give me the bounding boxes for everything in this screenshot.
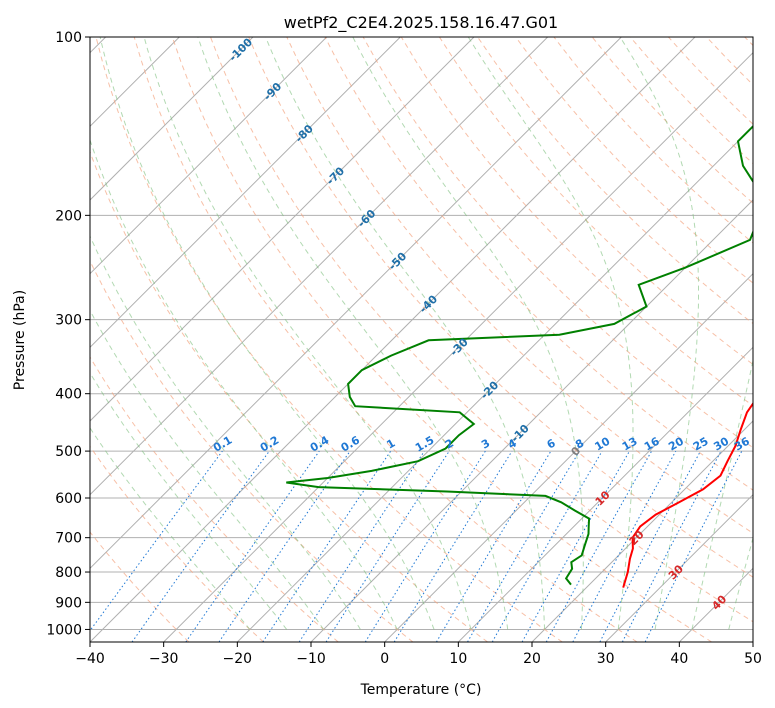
mixing-ratio-line [599, 450, 701, 642]
x-tick-label: −20 [223, 651, 253, 667]
mixing-ratio-label: 3 [479, 437, 492, 452]
moist-adiabat [691, 358, 753, 630]
background-lines [90, 37, 753, 642]
moist-adiabat [467, 37, 634, 630]
mixing-ratio-line [325, 450, 450, 642]
dry-adiabat [515, 37, 753, 284]
y-tick-label: 900 [55, 595, 82, 611]
moist-adiabat [197, 37, 509, 630]
x-tick-label: 40 [670, 651, 688, 667]
moist-adiabat [90, 371, 288, 630]
y-tick-label: 800 [55, 565, 82, 581]
dry-adiabat [90, 259, 414, 642]
mixing-ratio-line [545, 450, 653, 642]
mixing-ratio-line [364, 450, 486, 642]
y-axis-label: Pressure (hPa) [12, 290, 28, 390]
moist-adiabat [352, 37, 584, 630]
plot-frame [89, 36, 754, 643]
x-tick-label: −30 [149, 651, 179, 667]
dry-adiabat [90, 531, 190, 642]
isotherm-line [90, 37, 622, 570]
dry-adiabat [248, 37, 753, 578]
mixing-ratio-line [90, 450, 223, 632]
isotherm-line [752, 641, 753, 642]
x-tick-label: 0 [380, 651, 389, 667]
mixing-ratio-line [521, 450, 630, 642]
isotherm-line [90, 37, 254, 201]
y-tick-label: 600 [55, 491, 82, 507]
x-tick-label: 50 [744, 651, 762, 667]
mixing-ratio-line [435, 450, 552, 642]
dry-adiabat [210, 37, 753, 623]
x-tick-label: 10 [449, 651, 467, 667]
x-tick-label: −40 [75, 651, 105, 667]
mixing-ratio-line [393, 450, 513, 642]
y-tick-label: 200 [55, 208, 82, 224]
mixing-ratio-line [185, 450, 320, 642]
x-axis-label: Temperature (°C) [360, 682, 482, 698]
dry-adiabat [706, 37, 753, 86]
moist-adiabat [728, 536, 753, 630]
x-tick-label: 20 [523, 651, 541, 667]
isotherm-line [90, 37, 328, 275]
isotherm-line [90, 37, 549, 496]
isotherm-line [605, 493, 753, 642]
isotherm-line [678, 567, 753, 642]
isotherm-line [90, 37, 475, 422]
x-tick-label: 30 [597, 651, 615, 667]
isotherm-line [384, 272, 753, 642]
line-labels: 0.1 0.2 0.4 0.6 1 1.5 2 3 4 6 8 10 13 16 20 25 30 36-100-… [211, 35, 752, 613]
moist-adiabat [90, 235, 361, 630]
dry-adiabat [133, 37, 638, 642]
dry-adiabat [95, 37, 563, 642]
temperature-profile [622, 401, 753, 588]
x-tick-label: −10 [296, 651, 326, 667]
moist-adiabat [99, 37, 435, 630]
dry-adiabat [90, 445, 264, 642]
chart-title: wetPf2_C2E4.2025.158.16.47.G01 [284, 13, 558, 33]
isotherm-line [90, 37, 401, 349]
y-tick-label: 400 [55, 387, 82, 403]
moist-adiabat [90, 427, 251, 630]
moist-adiabat [90, 138, 398, 630]
moist-adiabat [619, 37, 699, 630]
dewpoint-profile [286, 124, 753, 586]
mixing-ratio-label: 6 [545, 436, 558, 451]
isotherm-line [457, 346, 753, 642]
dry-adiabat [171, 37, 712, 642]
dry-adiabat [668, 37, 753, 125]
dry-adiabat [286, 37, 753, 534]
mixing-ratio-line [218, 450, 351, 642]
sounding-profiles [286, 124, 753, 588]
dry-adiabat [90, 356, 339, 642]
dry-adiabat [400, 37, 753, 407]
isotherm-line [531, 420, 753, 642]
isotherm-line [310, 199, 753, 642]
y-tick-label: 500 [55, 444, 82, 460]
mixing-ratio-line [262, 450, 392, 642]
isotherm-line [236, 125, 753, 642]
mixing-ratio-line [298, 450, 425, 642]
mixing-ratio-line [131, 450, 270, 642]
mixing-ratio-line [467, 450, 580, 642]
moist-adiabat [265, 37, 546, 630]
dry-adiabat [553, 37, 753, 244]
dry-adiabat [90, 150, 488, 642]
isotherm-label: -100 [226, 35, 255, 64]
dry-adiabat [744, 37, 753, 47]
mixing-ratio-label: 1 [384, 437, 397, 452]
y-tick-label: 300 [55, 313, 82, 329]
mixing-ratio-line [644, 450, 743, 642]
isotherm-label: -90 [261, 80, 284, 103]
y-tick-label: 100 [55, 30, 82, 46]
dry-adiabat [591, 37, 753, 204]
y-tick-label: 1000 [46, 622, 82, 638]
isotherm-line [90, 37, 696, 642]
mixing-ratio-line [572, 450, 677, 642]
y-tick-label: 700 [55, 531, 82, 547]
